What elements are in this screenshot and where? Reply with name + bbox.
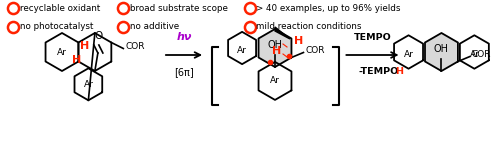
Text: [6π]: [6π] <box>174 67 194 77</box>
Text: H: H <box>272 46 281 56</box>
Polygon shape <box>258 29 292 67</box>
Text: > 40 examples, up to 96% yields: > 40 examples, up to 96% yields <box>256 4 401 13</box>
Text: O: O <box>94 31 103 41</box>
Text: Ar: Ar <box>270 76 280 85</box>
Text: OH: OH <box>434 44 449 54</box>
Text: Ar: Ar <box>237 45 247 55</box>
Polygon shape <box>275 27 290 39</box>
Text: COR: COR <box>306 46 325 55</box>
Text: no additive: no additive <box>130 22 178 31</box>
Text: H: H <box>294 36 303 46</box>
Polygon shape <box>425 33 458 71</box>
Text: OH: OH <box>268 40 282 50</box>
Text: H: H <box>80 41 89 51</box>
Text: mild reaction conditions: mild reaction conditions <box>256 22 362 31</box>
Text: no photocatalyst: no photocatalyst <box>20 22 93 31</box>
Text: H: H <box>72 55 81 65</box>
Text: hν: hν <box>176 32 192 42</box>
Text: Ar: Ar <box>404 49 413 59</box>
Text: H: H <box>396 67 404 76</box>
Text: Ar: Ar <box>57 47 67 57</box>
Text: TEMPO: TEMPO <box>354 33 392 42</box>
Text: Ar: Ar <box>84 80 94 89</box>
Text: recyclable oxidant: recyclable oxidant <box>20 4 100 13</box>
Text: broad substrate scope: broad substrate scope <box>130 4 228 13</box>
Text: COR: COR <box>126 42 145 51</box>
Text: COR: COR <box>472 50 492 59</box>
Text: -TEMPO: -TEMPO <box>358 67 399 76</box>
Text: Ar: Ar <box>470 49 480 59</box>
